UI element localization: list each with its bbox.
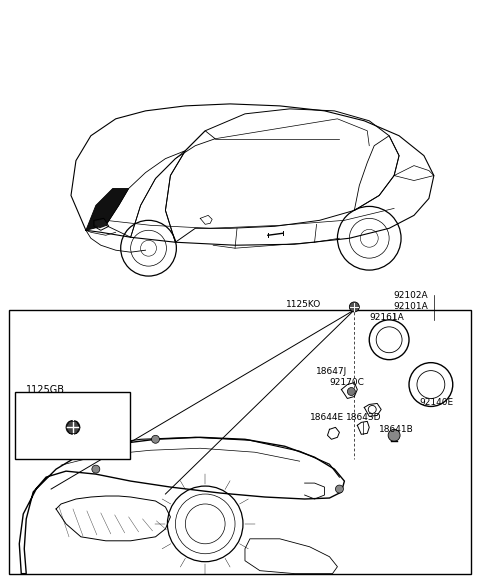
- Circle shape: [336, 485, 343, 493]
- Polygon shape: [86, 189, 129, 230]
- Text: 92161A: 92161A: [369, 313, 404, 322]
- Bar: [9, 310, 471, 574]
- Polygon shape: [95, 219, 108, 228]
- Circle shape: [92, 465, 100, 473]
- Text: 92101A: 92101A: [393, 303, 428, 311]
- Text: 1125KO: 1125KO: [286, 300, 321, 310]
- Text: 18644E: 18644E: [310, 413, 344, 422]
- Circle shape: [388, 430, 400, 441]
- Text: 92102A: 92102A: [393, 292, 428, 300]
- Text: 18643D: 18643D: [347, 413, 382, 422]
- Text: 92140E: 92140E: [419, 398, 453, 407]
- Text: 1125GB: 1125GB: [26, 385, 65, 395]
- Text: 92170C: 92170C: [329, 378, 364, 387]
- Circle shape: [349, 302, 360, 312]
- Bar: [15, 392, 130, 459]
- Circle shape: [348, 388, 355, 396]
- Circle shape: [66, 420, 80, 434]
- Circle shape: [152, 435, 159, 443]
- Text: 18647J: 18647J: [315, 367, 347, 376]
- Text: 18641B: 18641B: [379, 425, 414, 434]
